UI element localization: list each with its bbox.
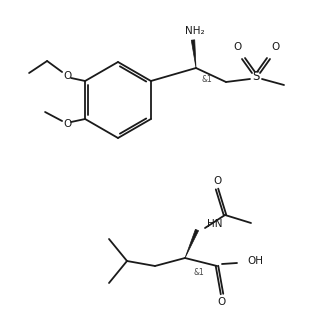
Text: HN: HN	[207, 219, 222, 229]
Text: O: O	[218, 297, 226, 307]
Text: O: O	[233, 42, 241, 52]
Polygon shape	[185, 229, 199, 258]
Text: NH₂: NH₂	[185, 26, 205, 36]
Text: O: O	[63, 71, 71, 81]
Text: S: S	[252, 71, 260, 84]
Text: &1: &1	[202, 75, 213, 84]
Text: O: O	[63, 119, 71, 129]
Text: O: O	[271, 42, 279, 52]
Text: OH: OH	[247, 256, 263, 266]
Text: O: O	[213, 176, 221, 186]
Polygon shape	[191, 40, 196, 68]
Text: &1: &1	[193, 268, 204, 277]
